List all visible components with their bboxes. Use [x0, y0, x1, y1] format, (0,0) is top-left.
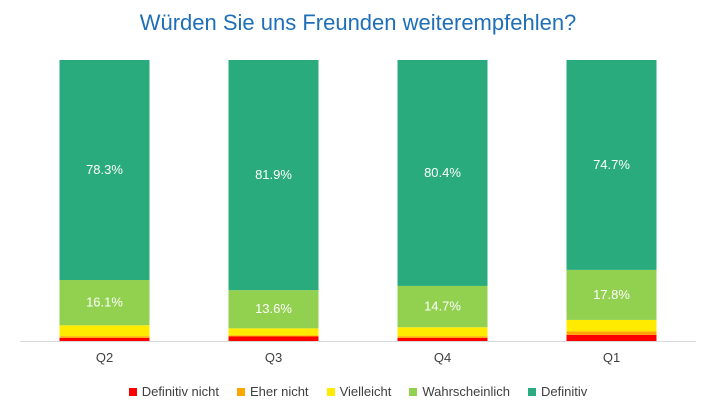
legend-swatch [128, 387, 137, 396]
legend-label: Eher nicht [250, 384, 309, 399]
x-tick-label-q2: Q2 [96, 350, 113, 365]
bar-segment-vielleicht-q3 [228, 328, 319, 336]
data-label-wahrscheinlich-q1: 17.8% [593, 287, 630, 302]
bar-segment-definitiv-nicht-q1 [566, 334, 657, 341]
bar-segment-eher-nicht-q3 [228, 335, 319, 337]
bar-segment-eher-nicht-q1 [566, 331, 657, 335]
x-tick-label-q1: Q1 [603, 350, 620, 365]
legend-swatch [326, 387, 335, 396]
bar-segment-definitiv-q3 [228, 60, 319, 291]
x-tick-label-q4: Q4 [434, 350, 451, 365]
bar-segment-wahrscheinlich-q3 [228, 290, 319, 329]
data-label-definitiv-q2: 78.3% [86, 162, 123, 177]
bar-segment-definitiv-nicht-q4 [397, 337, 488, 341]
data-label-definitiv-q1: 74.7% [593, 157, 630, 172]
data-label-definitiv-q3: 81.9% [255, 167, 292, 182]
bar-segment-eher-nicht-q2 [59, 336, 150, 338]
legend-label: Wahrscheinlich [422, 384, 511, 399]
bar-segment-definitiv-q1 [566, 60, 657, 270]
legend-label: Definitiv nicht [141, 384, 220, 399]
bar-segment-vielleicht-q4 [397, 327, 488, 337]
data-label-wahrscheinlich-q2: 16.1% [86, 295, 123, 310]
bar-segment-wahrscheinlich-q1 [566, 269, 657, 320]
legend-item-definitiv: Definitiv [528, 384, 587, 399]
bar-segment-vielleicht-q2 [59, 325, 150, 337]
legend-item-vielleicht: Vielleicht [326, 384, 392, 399]
legend-swatch [528, 387, 537, 396]
bar-segment-definitiv-q4 [397, 60, 488, 286]
legend-item-definitiv-nicht: Definitiv nicht [128, 384, 220, 399]
legend-swatch [237, 387, 246, 396]
legend: Definitiv nicht Eher nicht Vielleicht Wahrs… [0, 384, 716, 399]
chart-title: Würden Sie uns Freunden weiterempfehlen? [139, 10, 577, 35]
data-label-definitiv-q4: 80.4% [424, 165, 461, 180]
bar-segment-definitiv-nicht-q2 [59, 337, 150, 341]
legend-item-wahrscheinlich: Wahrscheinlich [409, 384, 510, 399]
legend-label: Definitiv [541, 384, 588, 399]
bar-segment-definitiv-q2 [59, 60, 150, 281]
bar-segment-wahrscheinlich-q2 [59, 280, 150, 326]
legend-item-eher-nicht: Eher nicht [237, 384, 309, 399]
bar-segment-definitiv-nicht-q3 [228, 336, 319, 341]
bar-segment-eher-nicht-q4 [397, 336, 488, 338]
bar-segment-vielleicht-q1 [566, 319, 657, 332]
bar-segment-wahrscheinlich-q4 [397, 285, 488, 328]
x-tick-label-q3: Q3 [265, 350, 282, 365]
legend-swatch [409, 387, 418, 396]
data-label-wahrscheinlich-q3: 13.6% [255, 301, 292, 316]
legend-label: Vielleicht [339, 384, 392, 399]
data-label-wahrscheinlich-q4: 14.7% [424, 299, 461, 314]
